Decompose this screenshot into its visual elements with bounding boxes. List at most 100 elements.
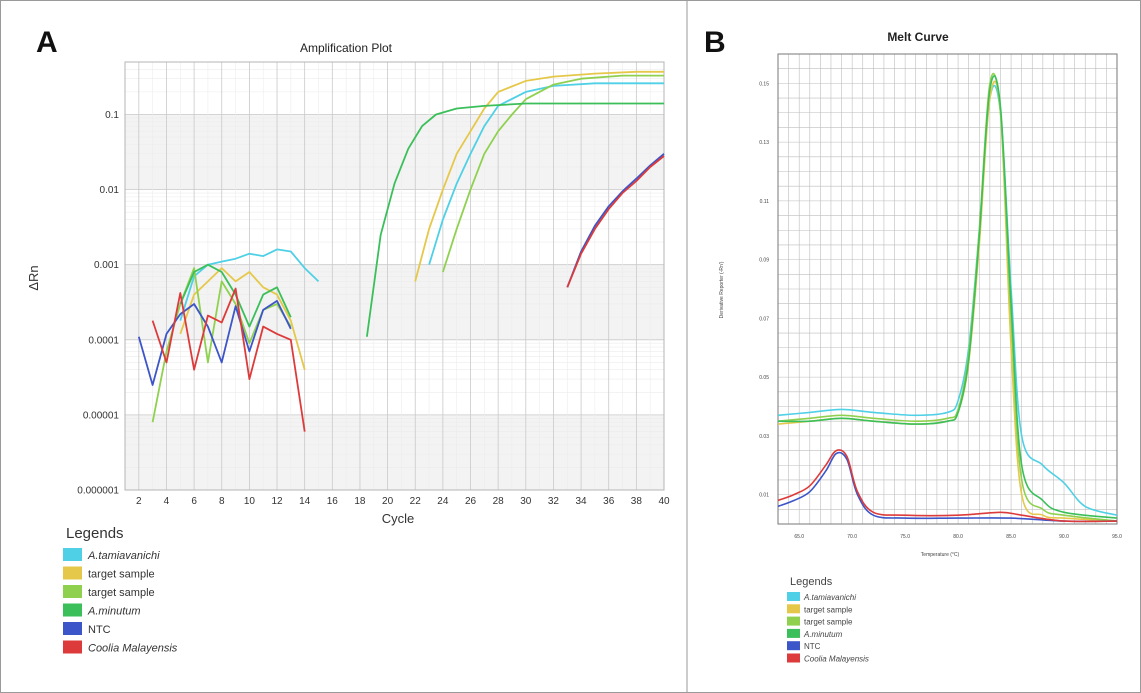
legend-label: target sample: [804, 605, 853, 614]
x-tick-label: 65.0: [794, 534, 804, 540]
legend-swatch: [787, 653, 800, 663]
legend-label: Coolia Malayensis: [804, 655, 869, 664]
legend-swatch: [63, 585, 82, 598]
x-tick-label: 14: [299, 496, 311, 507]
amplification-x-ticks: 2 4 6 8 10 12 14 16 18 20 22 24 26 28 30 32 34 36 38 40: [136, 496, 670, 507]
x-tick-label: 32: [548, 496, 560, 507]
decade-band: [125, 114, 664, 190]
x-tick-label: 22: [410, 496, 422, 507]
y-tick-label: 0.05: [759, 375, 769, 381]
y-tick-label: 0.000001: [77, 486, 119, 497]
legend-label: A.minutum: [803, 630, 843, 639]
x-tick-label: 8: [219, 496, 225, 507]
decade-band: [125, 414, 664, 490]
legend-label: NTC: [804, 642, 821, 651]
x-tick-label: 80.0: [953, 534, 963, 540]
melt-legend: Legends A.tamiavanichi target sample targe…: [787, 576, 869, 664]
x-tick-label: 38: [631, 496, 643, 507]
amplification-legend: Legends A.tamiavanichi target sample targe…: [63, 525, 178, 655]
panel-b: B Melt Curve 0.01 0.03 0.05 0.07 0.09 0.11 0.1…: [704, 26, 1122, 664]
x-tick-label: 4: [164, 496, 170, 507]
x-tick-label: 95.0: [1112, 534, 1122, 540]
legend-swatch: [787, 628, 800, 638]
legend-label: Coolia Malayensis: [88, 643, 178, 655]
x-tick-label: 28: [493, 496, 505, 507]
x-tick-label: 24: [437, 496, 449, 507]
amplification-series: [137, 70, 665, 432]
melt-curve-title: Melt Curve: [887, 30, 949, 44]
amplification-plot-area: [124, 61, 665, 491]
panel-b-letter: B: [704, 26, 726, 59]
legend-label: target sample: [88, 569, 155, 581]
y-tick-label: 0.07: [759, 316, 769, 322]
series-line: [442, 74, 664, 273]
amplification-grid: [125, 61, 665, 491]
series-line: [137, 300, 292, 386]
x-tick-label: 20: [382, 496, 394, 507]
y-tick-label: 0.0001: [88, 335, 119, 346]
x-tick-label: 26: [465, 496, 477, 507]
amplification-legend-title: Legends: [66, 525, 124, 542]
melt-grid: [778, 54, 1118, 524]
series-line: [777, 449, 1118, 523]
amplification-y-ticks: 0.1 0.01 0.001 0.0001 0.00001 0.000001: [77, 110, 119, 497]
x-tick-label: 40: [658, 496, 670, 507]
series-line: [151, 287, 306, 432]
y-tick-label: 0.09: [759, 258, 769, 264]
x-tick-label: 70.0: [847, 534, 857, 540]
amplification-x-axis-label: Cycle: [382, 511, 415, 526]
legend-label: A.tamiavanichi: [87, 550, 160, 562]
y-tick-label: 0.001: [94, 260, 119, 271]
series-line: [366, 102, 664, 337]
series-line: [179, 248, 320, 321]
series-line: [566, 153, 665, 288]
x-tick-label: 85.0: [1006, 534, 1016, 540]
melt-y-axis-label: Derivative Reporter (-Rn'): [719, 261, 725, 318]
legend-label: A.minutum: [87, 606, 141, 618]
panel-a-letter: A: [36, 26, 58, 59]
y-tick-label: 0.03: [759, 434, 769, 440]
series-line: [777, 75, 1118, 519]
legend-swatch: [63, 622, 82, 635]
melt-y-ticks: 0.01 0.03 0.05 0.07 0.09 0.11 0.13 0.15: [759, 81, 769, 498]
x-tick-label: 30: [520, 496, 532, 507]
melt-plot-area: [777, 53, 1118, 525]
x-tick-label: 16: [327, 496, 339, 507]
x-tick-label: 12: [271, 496, 283, 507]
series-line: [179, 267, 306, 370]
y-tick-label: 0.01: [759, 493, 769, 499]
x-tick-label: 2: [136, 496, 142, 507]
y-tick-label: 0.00001: [83, 410, 120, 421]
y-tick-label: 0.01: [100, 185, 120, 196]
legend-label: NTC: [88, 624, 111, 636]
x-tick-label: 75.0: [900, 534, 910, 540]
legend-swatch: [787, 641, 800, 651]
x-tick-label: 6: [191, 496, 197, 507]
legend-swatch: [63, 548, 82, 561]
series-line: [414, 70, 664, 282]
y-tick-label: 0.13: [759, 140, 769, 146]
x-tick-label: 18: [354, 496, 366, 507]
melt-series: [777, 72, 1118, 523]
legend-label: A.tamiavanichi: [803, 593, 856, 602]
x-tick-label: 90.0: [1059, 534, 1069, 540]
legend-swatch: [63, 640, 82, 654]
legend-swatch: [63, 603, 82, 617]
melt-legend-title: Legends: [790, 576, 833, 588]
legend-swatch: [787, 592, 800, 601]
legend-swatch: [787, 604, 800, 614]
x-tick-label: 36: [603, 496, 615, 507]
y-tick-label: 0.11: [760, 199, 770, 205]
legend-swatch: [63, 566, 82, 580]
amplification-plot-title: Amplification Plot: [300, 41, 393, 55]
melt-x-ticks: 65.0 70.0 75.0 80.0 85.0 90.0 95.0: [794, 534, 1122, 540]
y-tick-label: 0.15: [759, 81, 769, 87]
panel-a: A Amplification Plot 0.10.010.0010.00010…: [26, 26, 670, 655]
amplification-y-axis-label: ΔRn: [26, 265, 41, 290]
y-tick-label: 0.1: [105, 110, 119, 121]
decade-band: [125, 264, 664, 340]
x-tick-label: 10: [244, 496, 256, 507]
series-line: [777, 451, 1118, 523]
x-tick-label: 34: [576, 496, 588, 507]
